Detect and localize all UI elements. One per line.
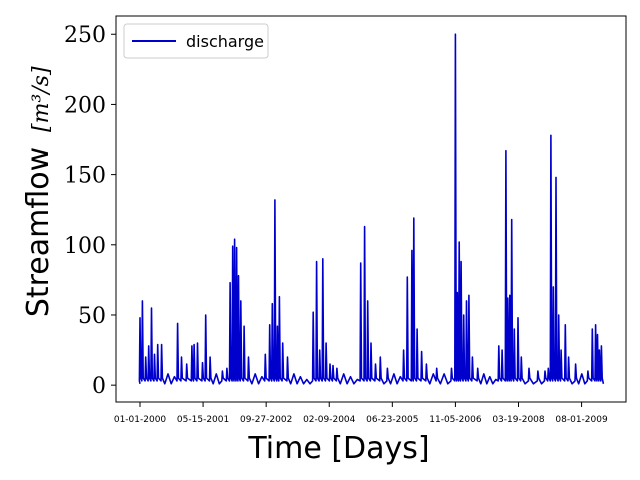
x-tick-label: 03-19-2008 (492, 415, 545, 425)
x-tick-label: 09-27-2002 (240, 415, 292, 425)
series-line-discharge (138, 33, 605, 385)
y-tick-label: 50 (78, 304, 106, 329)
y-tick-label: 100 (64, 234, 106, 259)
x-tick-label: 01-01-2000 (114, 415, 167, 425)
x-axis-label: Time [Days] (247, 431, 429, 466)
y-axis-unit: [m³/s] (29, 66, 54, 132)
y-axis-label: Streamflow (21, 147, 56, 317)
x-tick-label: 02-09-2004 (303, 415, 356, 425)
x-tick-label: 11-05-2006 (429, 415, 482, 425)
x-tick-label: 06-23-2005 (366, 415, 418, 425)
y-axis: 0 50 100 150 200 250 (64, 23, 116, 399)
legend-label: discharge (186, 32, 264, 51)
y-axis-label-group: Streamflow [m³/s] (21, 66, 56, 317)
series-layer (138, 33, 605, 385)
x-tick-label: 08-01-2009 (555, 415, 608, 425)
plot-area (115, 15, 627, 403)
y-tick-label: 0 (92, 374, 106, 399)
legend: discharge (123, 23, 269, 59)
x-axis: 01-01-2000 05-15-2001 09-27-2002 02-09-2004… (114, 402, 608, 425)
legend-box (123, 23, 269, 59)
x-tick-label: 05-15-2001 (177, 415, 229, 425)
plot-frame (115, 15, 627, 403)
y-tick-label: 150 (64, 164, 106, 189)
y-tick-label: 200 (64, 93, 106, 118)
y-tick-label: 250 (64, 23, 106, 48)
